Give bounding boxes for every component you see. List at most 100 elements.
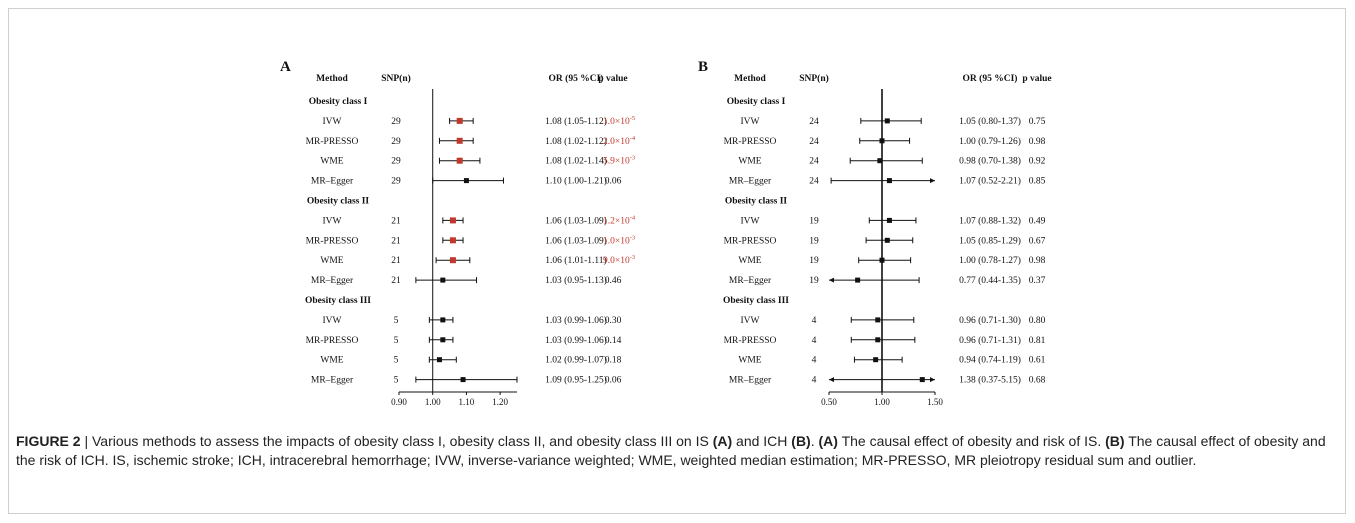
method-label: IVW: [741, 316, 760, 326]
or-ci-text: 1.38 (0.37-5.15): [959, 375, 1021, 386]
method-label: MR–Egger: [311, 376, 354, 386]
group-label: Obesity class II: [307, 197, 370, 207]
header-or: OR (95 %CI): [549, 73, 604, 84]
p-value: 0.67: [1029, 236, 1046, 246]
p-value: 0.46: [605, 276, 622, 286]
point-estimate: [440, 337, 446, 343]
method-label: MR–Egger: [729, 276, 772, 286]
snp-count: 29: [391, 137, 401, 147]
caption-ref-b-2: (B): [1105, 433, 1125, 449]
snp-count: 5: [394, 336, 399, 346]
point-estimate: [919, 377, 925, 383]
or-ci-text: 0.96 (0.71-1.31): [959, 335, 1021, 346]
p-value: 0.14: [605, 336, 622, 346]
snp-count: 24: [809, 137, 819, 147]
method-label: MR-PRESSO: [724, 336, 777, 346]
ci-arrow-left: [829, 277, 834, 283]
or-ci-text: 1.07 (0.88-1.32): [959, 215, 1021, 226]
caption-text-4: The causal effect of obesity and risk of…: [837, 433, 1106, 449]
caption-separator: |: [80, 433, 92, 449]
p-value: 9.0×10-3: [603, 254, 635, 266]
x-tick-label: 1.20: [492, 397, 508, 407]
or-ci-text: 1.02 (0.99-1.07): [545, 355, 607, 366]
p-value: 0.75: [1029, 117, 1046, 127]
method-label: IVW: [323, 216, 342, 226]
group-label: Obesity class II: [725, 197, 788, 207]
method-label: MR-PRESSO: [306, 236, 359, 246]
or-ci-text: 1.06 (1.03-1.09): [545, 215, 607, 226]
method-label: MR-PRESSO: [724, 137, 777, 147]
point-estimate: [436, 357, 442, 363]
snp-count: 4: [812, 336, 817, 346]
or-ci-text: 1.10 (1.00-1.21): [545, 176, 607, 187]
point-estimate: [440, 277, 446, 283]
p-value: 0.06: [605, 376, 622, 386]
method-label: IVW: [323, 316, 342, 326]
p-value: 1.0×10-5: [603, 115, 635, 127]
or-ci-text: 1.08 (1.05-1.12): [545, 116, 607, 127]
ci-arrow-right: [930, 377, 935, 383]
snp-count: 21: [391, 276, 401, 286]
method-label: IVW: [741, 216, 760, 226]
snp-count: 21: [391, 256, 401, 266]
ci-arrow-right: [930, 178, 935, 184]
snp-count: 29: [391, 177, 401, 187]
caption-figure-label: FIGURE 2: [16, 433, 81, 449]
snp-count: 5: [394, 356, 399, 366]
method-label: WME: [738, 356, 761, 366]
method-label: MR–Egger: [311, 276, 354, 286]
or-ci-text: 1.06 (1.01-1.11): [545, 255, 606, 266]
p-value: 0.81: [1029, 336, 1046, 346]
method-label: MR-PRESSO: [306, 137, 359, 147]
method-label: IVW: [323, 117, 342, 127]
snp-count: 4: [812, 316, 817, 326]
or-ci-text: 1.08 (1.02-1.14): [545, 156, 607, 167]
snp-count: 19: [809, 276, 819, 286]
panel-label-b: B: [698, 59, 708, 75]
x-tick-label: 1.50: [927, 397, 943, 407]
p-value: 0.18: [605, 356, 622, 366]
or-ci-text: 1.08 (1.02-1.12): [545, 136, 607, 147]
ci-arrow-left: [829, 377, 834, 383]
header-p-value: p value: [598, 74, 627, 84]
p-value: 5.9×10-3: [603, 155, 635, 167]
p-value: 0.37: [1029, 276, 1046, 286]
p-value: 0.49: [1029, 216, 1046, 226]
or-ci-text: 0.94 (0.74-1.19): [959, 355, 1021, 366]
caption-ref-a-2: (A): [818, 433, 838, 449]
caption-ref-a: (A): [712, 433, 733, 449]
method-label: WME: [320, 157, 343, 167]
or-ci-text: 1.09 (0.95-1.25): [545, 375, 607, 386]
caption-text-3: .: [810, 433, 819, 449]
header-p-value: p value: [1022, 74, 1051, 84]
caption-ref-b: (B): [791, 433, 811, 449]
p-value: 0.80: [1029, 316, 1046, 326]
or-ci-text: 1.03 (0.99-1.06): [545, 315, 607, 326]
x-tick-label: 1.00: [874, 397, 890, 407]
snp-count: 29: [391, 117, 401, 127]
snp-count: 4: [812, 376, 817, 386]
point-estimate: [456, 117, 463, 124]
header-or: OR (95 %CI): [963, 73, 1018, 84]
x-tick-label: 0.50: [821, 397, 837, 407]
p-value: 0.98: [1029, 256, 1046, 266]
point-estimate: [449, 237, 456, 244]
header-method: Method: [734, 74, 766, 84]
p-value: 0.30: [605, 316, 622, 326]
method-label: MR–Egger: [729, 177, 772, 187]
snp-count: 5: [394, 376, 399, 386]
figure-caption: FIGURE 2 | Various methods to assess the…: [16, 432, 1336, 470]
panel-label-a: A: [280, 59, 291, 75]
method-label: MR-PRESSO: [306, 336, 359, 346]
or-ci-text: 1.00 (0.79-1.26): [959, 136, 1021, 147]
snp-count: 19: [809, 256, 819, 266]
point-estimate: [873, 357, 879, 363]
p-value: 0.61: [1029, 356, 1046, 366]
p-value: 0.98: [1029, 137, 1046, 147]
group-label: Obesity class I: [309, 97, 368, 107]
method-label: WME: [738, 157, 761, 167]
p-value: 0.92: [1029, 157, 1046, 167]
snp-count: 29: [391, 157, 401, 167]
point-estimate: [855, 277, 861, 283]
caption-text-2: and ICH: [732, 433, 792, 449]
